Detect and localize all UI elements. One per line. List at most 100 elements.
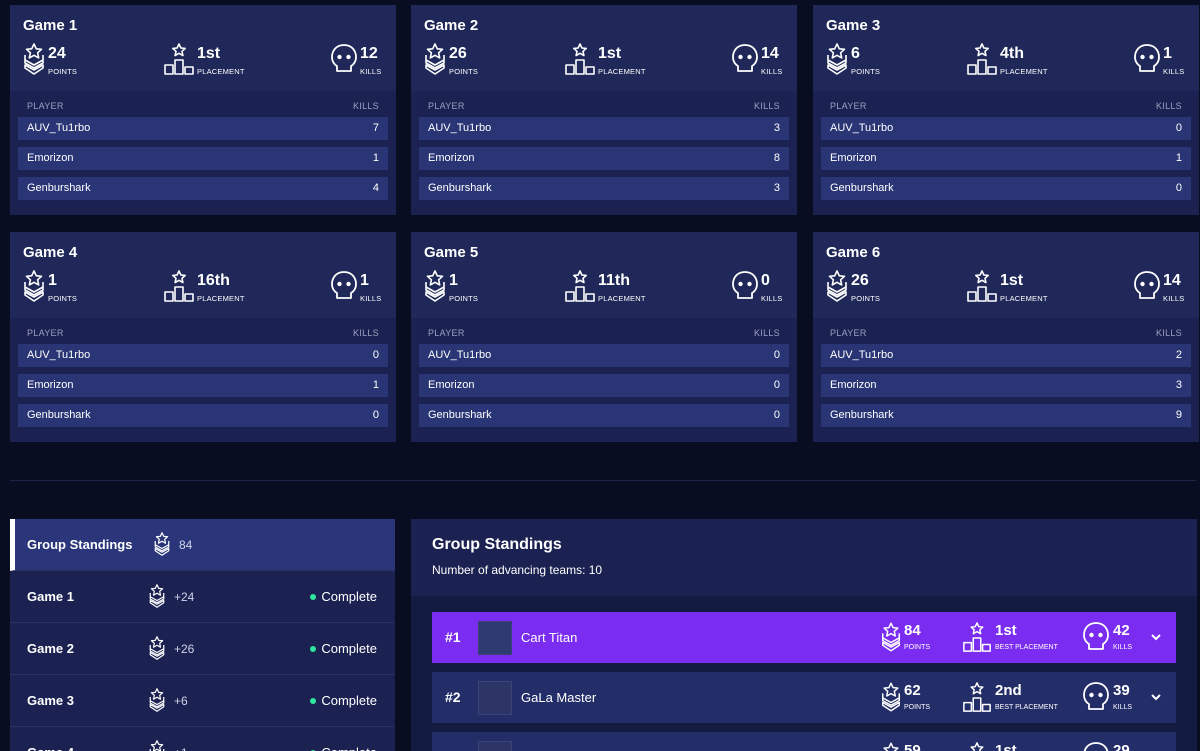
sidebar-item-label: Game 3	[27, 693, 74, 708]
game-title: Game 3	[826, 17, 881, 34]
player-kills: 0	[1175, 122, 1182, 134]
player-row: Emorizon 1	[18, 147, 388, 170]
team-kills-label: KILLS	[1113, 704, 1133, 711]
game-card-header: Game 6 26 POINTS 1st PLACEMENT 14 KILLS	[813, 232, 1199, 318]
player-name: Genburshark	[830, 409, 894, 421]
player-name: AUV_Tu1rbo	[27, 122, 91, 134]
player-row: AUV_Tu1rbo 3	[419, 117, 789, 140]
player-row: AUV_Tu1rbo 0	[821, 117, 1191, 140]
podium-icon	[163, 270, 195, 302]
sidebar-item-game[interactable]: Game 1 +24 Complete	[10, 571, 395, 623]
kills-label: KILLS	[360, 67, 382, 76]
player-kills: 1	[372, 152, 379, 164]
game-card-header: Game 2 26 POINTS 1st PLACEMENT 14 KILLS	[411, 5, 797, 91]
team-kills: 42	[1113, 622, 1130, 639]
team-rank: #2	[445, 689, 461, 705]
player-table-header: PLAYER KILLS	[428, 328, 780, 338]
kills-column-header: KILLS	[753, 328, 780, 338]
kills-column-header: KILLS	[352, 328, 379, 338]
sidebar-item-game[interactable]: Game 2 +26 Complete	[10, 623, 395, 675]
player-row: Genburshark 0	[419, 404, 789, 427]
sidebar-item-status: Complete	[321, 641, 377, 656]
points-value: 1	[449, 272, 458, 289]
chevron-down-icon[interactable]	[1150, 690, 1162, 702]
game-card-header: Game 5 1 POINTS 11th PLACEMENT 0 KILLS	[411, 232, 797, 318]
points-value: 24	[48, 45, 66, 62]
placement-label: PLACEMENT	[197, 67, 245, 76]
skull-icon	[330, 270, 358, 302]
player-kills: 3	[1175, 379, 1182, 391]
player-row: Emorizon 8	[419, 147, 789, 170]
team-points: 62	[904, 682, 921, 699]
placement-label: PLACEMENT	[598, 67, 646, 76]
team-logo	[478, 741, 512, 751]
points-badge-icon	[825, 270, 849, 302]
team-kills-label: KILLS	[1113, 644, 1133, 651]
player-table-header: PLAYER KILLS	[27, 101, 379, 111]
skull-icon	[1082, 681, 1110, 713]
team-row[interactable]: #2 GaLa Master 62 POINTS 2nd BEST PLACEM…	[432, 672, 1176, 723]
skull-icon	[1133, 43, 1161, 75]
sidebar-item-group-standings[interactable]: Group Standings 84	[10, 519, 395, 571]
player-column-header: PLAYER	[428, 328, 465, 338]
player-kills: 1	[372, 379, 379, 391]
kills-column-header: KILLS	[753, 101, 780, 111]
sidebar-item-points: +6	[174, 694, 188, 708]
team-rank: #1	[445, 629, 461, 645]
player-row: Genburshark 0	[18, 404, 388, 427]
placement-value: 1st	[1000, 272, 1024, 289]
player-kills: 2	[1175, 349, 1182, 361]
game-card: Game 4 1 POINTS 16th PLACEMENT 1 KILLS P…	[10, 232, 396, 442]
points-value: 1	[48, 272, 57, 289]
skull-icon	[1133, 270, 1161, 302]
placement-value: 1st	[598, 45, 622, 62]
game-title: Game 4	[23, 244, 78, 261]
player-row: Emorizon 1	[18, 374, 388, 397]
sidebar-item-game[interactable]: Game 3 +6 Complete	[10, 675, 395, 727]
player-kills: 9	[1175, 409, 1182, 421]
team-name: Cart Titan	[521, 630, 578, 645]
skull-icon	[330, 43, 358, 75]
points-label: POINTS	[48, 294, 78, 303]
team-row[interactable]: 59 POINTS 1st BEST PLACEMENT 29 KILLS	[432, 732, 1176, 751]
sidebar-item-points: 84	[179, 538, 193, 552]
player-row: Emorizon 3	[821, 374, 1191, 397]
player-row: Emorizon 0	[419, 374, 789, 397]
team-row[interactable]: #1 Cart Titan 84 POINTS 1st BEST PLACEME…	[432, 612, 1176, 663]
player-name: Genburshark	[27, 409, 91, 421]
player-column-header: PLAYER	[428, 101, 465, 111]
points-badge-icon	[148, 584, 166, 608]
placement-label: PLACEMENT	[197, 294, 245, 303]
sidebar-item-points: +24	[174, 590, 195, 604]
placement-value: 4th	[1000, 45, 1024, 62]
game-title: Game 6	[826, 244, 881, 261]
podium-icon	[564, 270, 596, 302]
standings-title: Group Standings	[432, 536, 562, 553]
kills-label: KILLS	[1163, 294, 1185, 303]
kills-value: 14	[761, 45, 779, 62]
points-label: POINTS	[449, 67, 479, 76]
player-row: AUV_Tu1rbo 7	[18, 117, 388, 140]
team-best-placement: 1st	[995, 622, 1017, 639]
points-badge-icon	[148, 636, 166, 660]
player-name: Genburshark	[830, 182, 894, 194]
player-kills: 4	[372, 182, 379, 194]
game-card: Game 6 26 POINTS 1st PLACEMENT 14 KILLS …	[813, 232, 1199, 442]
chevron-down-icon[interactable]	[1150, 630, 1162, 642]
best-placement-label: BEST PLACEMENT	[995, 644, 1058, 651]
kills-value: 14	[1163, 272, 1181, 289]
status-dot	[310, 594, 316, 600]
points-label: POINTS	[851, 67, 881, 76]
player-row: Genburshark 0	[821, 177, 1191, 200]
player-column-header: PLAYER	[27, 101, 64, 111]
section-divider	[10, 480, 1196, 481]
sidebar-item-status: Complete	[321, 745, 377, 751]
game-card-header: Game 3 6 POINTS 4th PLACEMENT 1 KILLS	[813, 5, 1199, 91]
podium-icon	[564, 43, 596, 75]
standings-subtitle: Number of advancing teams: 10	[432, 563, 603, 577]
player-kills: 0	[372, 409, 379, 421]
game-card: Game 2 26 POINTS 1st PLACEMENT 14 KILLS …	[411, 5, 797, 215]
sidebar-item-game[interactable]: Game 4 +1 Complete	[10, 727, 395, 751]
sidebar-item-status: Complete	[321, 589, 377, 604]
skull-icon	[731, 270, 759, 302]
